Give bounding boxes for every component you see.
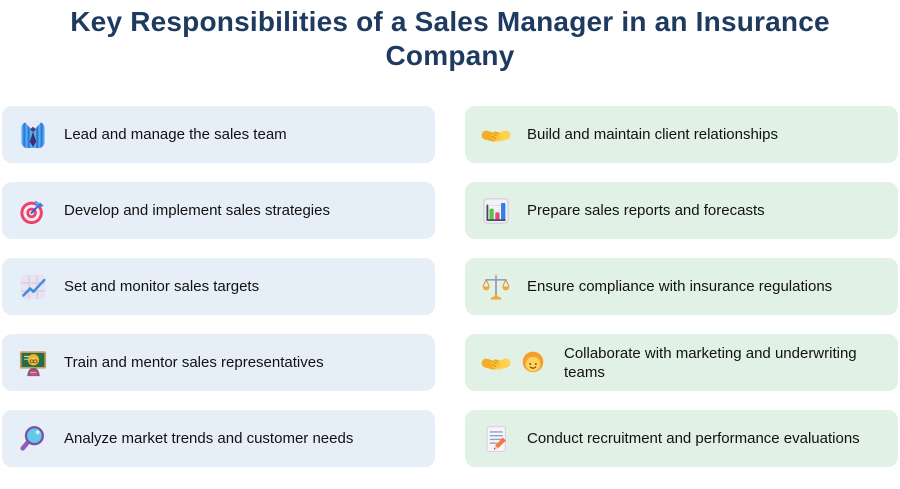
card-label: Build and maintain client relationships [527, 126, 778, 143]
card-analyze-trends: Analyze market trends and customer needs [2, 410, 435, 467]
right-column: Build and maintain client relationships … [465, 106, 898, 467]
memo-pencil-icon [486, 425, 506, 452]
responsibilities-grid: Lead and manage the sales team Develop a… [2, 106, 898, 467]
card-icon-group [18, 196, 48, 226]
card-icon-group [18, 272, 48, 302]
left-column: Lead and manage the sales team Develop a… [2, 106, 435, 467]
card-icon-group [481, 348, 548, 378]
card-label: Ensure compliance with insurance regulat… [527, 278, 833, 295]
card-label: Collaborate with marketing and underwrit… [564, 344, 857, 381]
card-icon-group [18, 348, 48, 378]
card-client-relationships: Build and maintain client relationships [465, 106, 898, 163]
card-sales-strategies: Develop and implement sales strategies [2, 182, 435, 239]
card-label: Conduct recruitment and performance eval… [527, 430, 860, 447]
card-label: Develop and implement sales strategies [64, 202, 330, 219]
handshake-icon [481, 358, 511, 370]
teacher-icon [19, 350, 47, 376]
card-icon-group [481, 272, 511, 302]
dart-target-icon [20, 199, 44, 224]
card-recruitment-evaluations: Conduct recruitment and performance eval… [465, 410, 898, 467]
card-label: Set and monitor sales targets [64, 278, 260, 295]
infographic-page: Key Responsibilities of a Sales Manager … [0, 5, 900, 489]
card-sales-targets: Set and monitor sales targets [2, 258, 435, 315]
card-label: Analyze market trends and customer needs [64, 430, 354, 447]
balance-scale-icon [482, 273, 510, 300]
card-icon-group [481, 424, 511, 454]
card-icon-group [481, 120, 511, 150]
card-reports-forecasts: Prepare sales reports and forecasts [465, 182, 898, 239]
card-icon-group [481, 196, 511, 226]
title-line-2: Company [385, 40, 515, 71]
card-compliance: Ensure compliance with insurance regulat… [465, 258, 898, 315]
card-icon-group [18, 424, 48, 454]
person-icon [522, 351, 544, 372]
card-label: Prepare sales reports and forecasts [527, 202, 765, 219]
page-title: Key Responsibilities of a Sales Manager … [8, 5, 892, 73]
title-line-1: Key Responsibilities of a Sales Manager … [70, 6, 830, 37]
card-label: Train and mentor sales representatives [64, 354, 324, 371]
chart-increasing-icon [20, 274, 46, 299]
card-lead-sales-team: Lead and manage the sales team [2, 106, 435, 163]
card-train-mentor: Train and mentor sales representatives [2, 334, 435, 391]
card-collaborate-teams: Collaborate with marketing and underwrit… [465, 334, 898, 391]
magnifying-glass-icon [20, 425, 44, 451]
necktie-icon [21, 121, 45, 148]
handshake-icon [481, 130, 511, 142]
card-label: Lead and manage the sales team [64, 126, 287, 143]
bar-chart-icon [483, 197, 509, 224]
card-icon-group [18, 120, 48, 150]
